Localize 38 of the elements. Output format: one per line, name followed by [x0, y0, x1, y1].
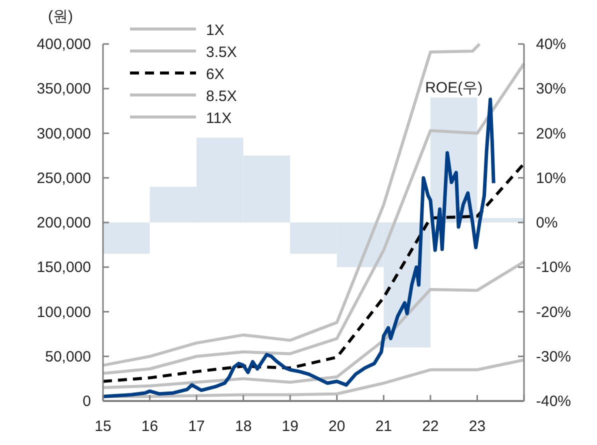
y2-tick-label: 30% — [536, 80, 566, 98]
x-tick-label: 18 — [234, 418, 252, 435]
y-tick-label: 400,000 — [36, 36, 91, 53]
x-tick-label: 17 — [188, 418, 205, 435]
y-tick-label: 50,000 — [45, 348, 91, 366]
y2-tick-label: 40% — [536, 36, 566, 53]
y2-tick-label: -40% — [536, 393, 572, 410]
y-tick-label: 0 — [82, 393, 91, 410]
x-tick-label: 15 — [94, 418, 112, 435]
y-tick-label: 250,000 — [36, 170, 91, 187]
line-series — [102, 62, 526, 375]
x-tick-label: 20 — [328, 418, 346, 435]
x-tick-label: 16 — [141, 418, 158, 435]
legend-label: 8.5X — [206, 88, 237, 105]
x-tick-label: 19 — [282, 418, 298, 435]
legend-label: 6X — [206, 66, 224, 83]
series-label: ROE(우) — [425, 80, 483, 97]
y-tick-label: 100,000 — [36, 304, 91, 321]
x-tick-label: 21 — [375, 418, 392, 435]
y2-tick-label: 10% — [536, 170, 566, 187]
legend-label: 1X — [206, 22, 224, 39]
y2-tick-label: -20% — [536, 304, 572, 321]
legend-label: 3.5X — [206, 44, 237, 61]
y-tick-label: 300,000 — [36, 125, 91, 142]
y-tick-label: 200,000 — [36, 214, 91, 232]
x-tick-label: 23 — [468, 418, 486, 435]
y-axis-title: (원) — [48, 8, 73, 25]
y2-tick-label: 0% — [536, 214, 558, 232]
legend-label: 11X — [206, 110, 232, 127]
y2-tick-label: 20% — [536, 125, 566, 142]
line-series — [102, 162, 526, 383]
y-tick-label: 350,000 — [36, 80, 91, 98]
line-series — [102, 260, 526, 390]
y2-tick-label: -10% — [536, 259, 572, 276]
y2-tick-label: -30% — [536, 348, 572, 366]
y-tick-label: 150,000 — [36, 259, 91, 276]
line-series — [102, 42, 482, 367]
x-tick-label: 22 — [422, 418, 439, 435]
